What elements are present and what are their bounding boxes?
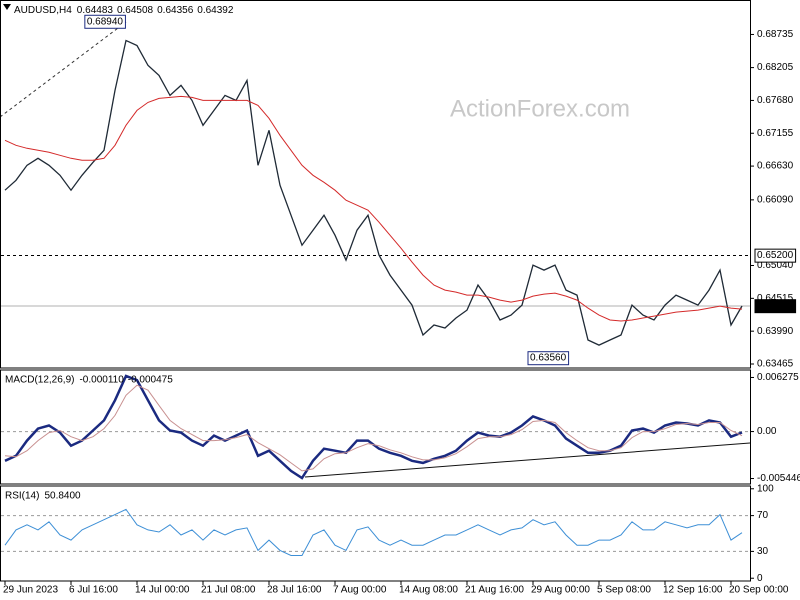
x-tick-label: 7 Aug 00:00 [333,585,387,596]
y-tick-label: 0.66090 [757,194,794,205]
y-tick-label: 0.68205 [757,62,794,73]
y-tick-label: 0.68735 [757,29,794,40]
x-tick-label: 6 Jul 16:00 [69,585,118,596]
y-tick-label: -0.005446 [757,473,800,484]
low-label-box [527,351,570,366]
macd-trend-line [304,442,751,478]
header-value: -0.000475 [128,375,173,386]
y-tick-label: 100 [757,483,774,494]
panel-frame [0,0,751,369]
x-tick-label: 29 Aug 00:00 [531,585,590,596]
panel-frame [0,485,751,582]
x-tick-label: 5 Sep 08:00 [597,585,651,596]
series-line [4,508,743,556]
y-tick-label: 0.63465 [757,359,794,370]
y-tick-label: 0.006275 [757,372,799,383]
level-label: 0.65200 [757,250,794,261]
series-line [4,384,743,472]
header-value: -0.000110 [79,375,124,386]
panel-title: RSI(14) [5,491,39,502]
x-tick-label: 29 Jun 2023 [3,585,58,596]
panel-frame [0,369,751,485]
y-tick-label: 0.67155 [757,128,794,139]
header-value: 0.64508 [117,5,154,16]
x-tick-label: 14 Aug 08:00 [399,585,458,596]
series-line [4,39,743,346]
y-tick-label: 0.64515 [757,293,794,304]
y-tick-label: 0.67680 [757,95,794,106]
header-value: 0.64483 [77,5,114,16]
high-label-box [84,14,126,29]
y-tick-label: 0.65040 [757,260,794,271]
header-value: 0.64356 [157,5,194,16]
x-tick-label: 28 Jul 16:00 [267,585,322,596]
trend-line [0,21,127,118]
series-line [4,95,743,322]
level-label-box [754,248,797,263]
menu-arrow [3,4,11,10]
last-price-label: 0.64392 [757,301,794,312]
low-label: 0.63560 [530,353,567,364]
y-tick-label: 0.00 [757,426,777,437]
header-value: 0.64392 [197,5,234,16]
y-tick-label: 0.63990 [757,326,794,337]
y-tick-label: 0 [757,573,763,584]
x-tick-label: 20 Sep 00:00 [729,585,789,596]
last-price-label-box [754,299,797,314]
y-tick-label: 70 [757,510,769,521]
y-tick-label: 0.66630 [757,161,794,172]
y-tick-label: 30 [757,546,769,557]
x-tick-label: 12 Sep 16:00 [663,585,723,596]
high-label: 0.68940 [87,16,124,27]
x-tick-label: 21 Jul 08:00 [201,585,256,596]
x-tick-label: 21 Aug 16:00 [465,585,524,596]
header-value: 50.8400 [44,491,81,502]
panel-title: AUDUSD,H4 [14,5,72,16]
watermark: ActionForex.com [450,95,630,122]
x-tick-label: 14 Jul 00:00 [135,585,190,596]
panel-title: MACD(12,26,9) [5,375,74,386]
